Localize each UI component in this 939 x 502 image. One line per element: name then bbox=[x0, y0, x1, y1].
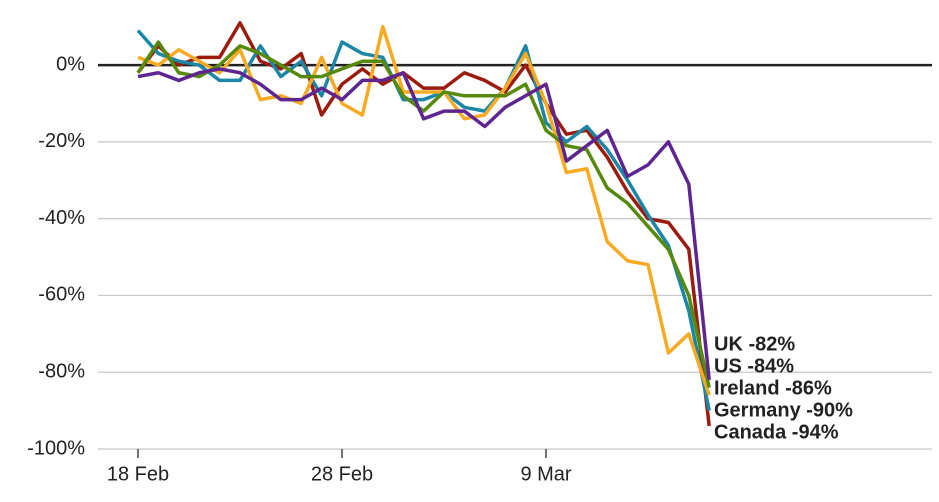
series-line bbox=[137, 24, 711, 396]
x-tick-label: 9 Mar bbox=[520, 463, 571, 485]
y-tick-label: -80% bbox=[38, 360, 85, 382]
series-line bbox=[136, 21, 711, 427]
series-line bbox=[137, 67, 711, 381]
series-end-label: UK -82% bbox=[714, 333, 795, 355]
series-end-label: US -84% bbox=[714, 355, 794, 377]
y-tick-label: -40% bbox=[38, 207, 85, 229]
series-line bbox=[136, 29, 711, 411]
x-tick-label: 18 Feb bbox=[107, 463, 169, 485]
series-end-label: Ireland -86% bbox=[714, 377, 832, 399]
y-tick-label: -20% bbox=[38, 130, 85, 152]
y-tick-label: -100% bbox=[27, 437, 85, 459]
y-tick-label: -60% bbox=[38, 284, 85, 306]
x-tick-label: 28 Feb bbox=[311, 463, 373, 485]
series-end-label: Germany -90% bbox=[714, 399, 853, 421]
y-tick-label: 0% bbox=[56, 53, 85, 75]
series-end-label: Canada -94% bbox=[714, 421, 839, 443]
series-line bbox=[136, 40, 711, 388]
